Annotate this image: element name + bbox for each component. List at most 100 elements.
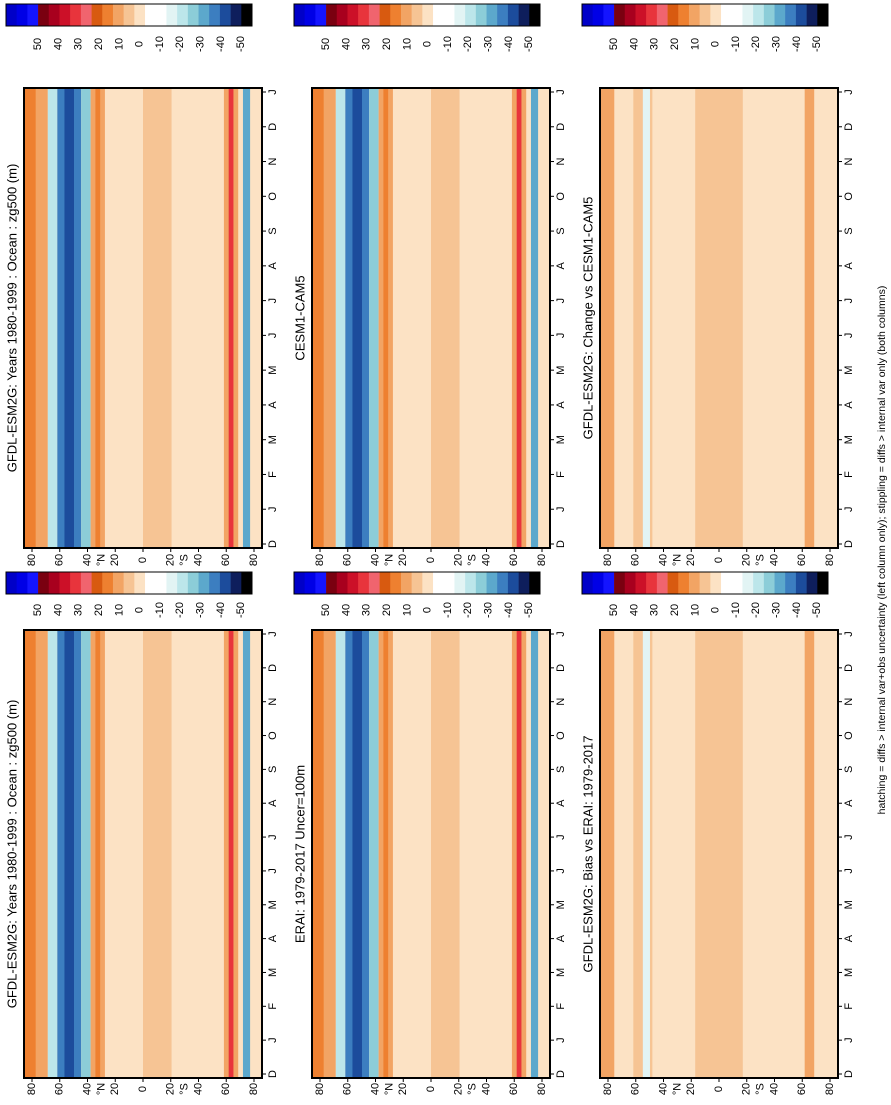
colorbar-swatch (411, 4, 423, 26)
latitude-label: 60 (508, 554, 520, 566)
colorbar-label: 0 (422, 41, 434, 47)
panel-title: GFDL-ESM2G: Change vs CESM1-CAM5 (580, 197, 595, 440)
colorbar-swatch (59, 4, 71, 26)
field-band (228, 630, 234, 1078)
colorbar-label: -50 (811, 602, 823, 618)
month-label: A (843, 401, 855, 409)
latitude-label: 20 (741, 1083, 753, 1095)
latitude-label: 40 (369, 1083, 381, 1095)
colorbar-label: -40 (791, 36, 803, 52)
field-band (95, 88, 101, 548)
field-band (431, 630, 460, 1078)
panel-title: CESM1-CAM5 (292, 275, 307, 360)
colorbar-swatch (368, 572, 380, 594)
field-band (642, 88, 650, 548)
colorbar-label: -50 (523, 602, 535, 618)
colorbar-swatch (400, 572, 412, 594)
month-label: F (267, 471, 279, 478)
month-label: J (843, 298, 855, 304)
field-band (335, 630, 346, 1078)
latitude-label: 60 (630, 554, 642, 566)
colorbar-swatch (443, 4, 455, 26)
month-label: A (555, 401, 567, 409)
month-label: A (267, 401, 279, 409)
latitude-label: 40 (657, 554, 669, 566)
colorbar-swatch (795, 4, 807, 26)
colorbar-swatch (486, 572, 498, 594)
colorbar-swatch (699, 4, 711, 26)
month-label: D (267, 664, 279, 672)
field-band (242, 630, 251, 1078)
colorbar-swatch (241, 572, 253, 594)
latitude-label: 60 (54, 554, 66, 566)
colorbar-swatch (187, 572, 199, 594)
field-band (516, 630, 522, 1078)
month-label: N (267, 698, 279, 706)
field-band (312, 88, 324, 548)
month-label: J (555, 834, 567, 840)
field-band (228, 88, 234, 548)
latitude-label: 60 (342, 554, 354, 566)
colorbar-label: -20 (462, 602, 474, 618)
colorbar-swatch (731, 4, 743, 26)
colorbar-swatch (688, 572, 700, 594)
field-band (352, 88, 362, 548)
colorbar-label: 50 (608, 38, 620, 50)
colorbar-swatch (710, 4, 722, 26)
colorbar-swatch (145, 4, 157, 26)
colorbar-swatch (678, 572, 690, 594)
month-label: J (555, 506, 567, 512)
panel-title: ERAI: 1979-2017 Uncer=100m (292, 765, 307, 943)
colorbar-label: -20 (174, 602, 186, 618)
month-label: J (267, 298, 279, 304)
field-band (431, 88, 460, 548)
colorbar-swatch (507, 4, 519, 26)
month-label: J (267, 631, 279, 637)
colorbar-swatch (603, 572, 615, 594)
colorbar-swatch (635, 4, 647, 26)
latitude-label: 0 (713, 557, 725, 563)
field-band (143, 88, 172, 548)
colorbar-swatch (699, 572, 711, 594)
colorbar-swatch (465, 572, 477, 594)
colorbar-label: 10 (401, 38, 413, 50)
hemisphere-label: °N (95, 1083, 107, 1095)
colorbar-swatch (774, 4, 786, 26)
colorbar-label: 20 (381, 38, 393, 50)
colorbar-label: -10 (442, 602, 454, 618)
field-band (81, 630, 91, 1078)
colorbar-swatch (326, 572, 338, 594)
colorbar-swatch (731, 572, 743, 594)
panel-title: GFDL-ESM2G: Years 1980-1999 : Ocean : zg… (4, 164, 19, 473)
hemisphere-label: °N (383, 1083, 395, 1095)
field-band (600, 630, 615, 1078)
month-label: O (843, 731, 855, 740)
colorbar-label: -30 (195, 602, 207, 618)
latitude-label: 60 (508, 1083, 520, 1095)
month-label: J (843, 333, 855, 339)
month-label: F (843, 471, 855, 478)
field-band (64, 630, 74, 1078)
field-band (47, 630, 58, 1078)
colorbar-swatch (753, 572, 765, 594)
colorbar-swatch (379, 572, 391, 594)
colorbar-swatch (785, 572, 797, 594)
month-label: J (843, 631, 855, 637)
panel (23, 629, 263, 1079)
month-label: D (555, 1070, 567, 1078)
latitude-label: 20 (453, 1083, 465, 1095)
latitude-label: 20 (685, 554, 697, 566)
hemisphere-label: °N (671, 554, 683, 566)
month-label: D (555, 664, 567, 672)
colorbar-swatch (411, 572, 423, 594)
field-band (352, 630, 362, 1078)
colorbar-swatch (400, 4, 412, 26)
colorbar-swatch (390, 572, 402, 594)
colorbar-label: -10 (730, 36, 742, 52)
hemisphere-label: °N (383, 554, 395, 566)
field-band (383, 630, 389, 1078)
colorbar-swatch (433, 572, 445, 594)
month-label: N (555, 698, 567, 706)
panel (599, 87, 839, 549)
footnote: hatching = diffs > internal var+obs unce… (876, 286, 888, 815)
